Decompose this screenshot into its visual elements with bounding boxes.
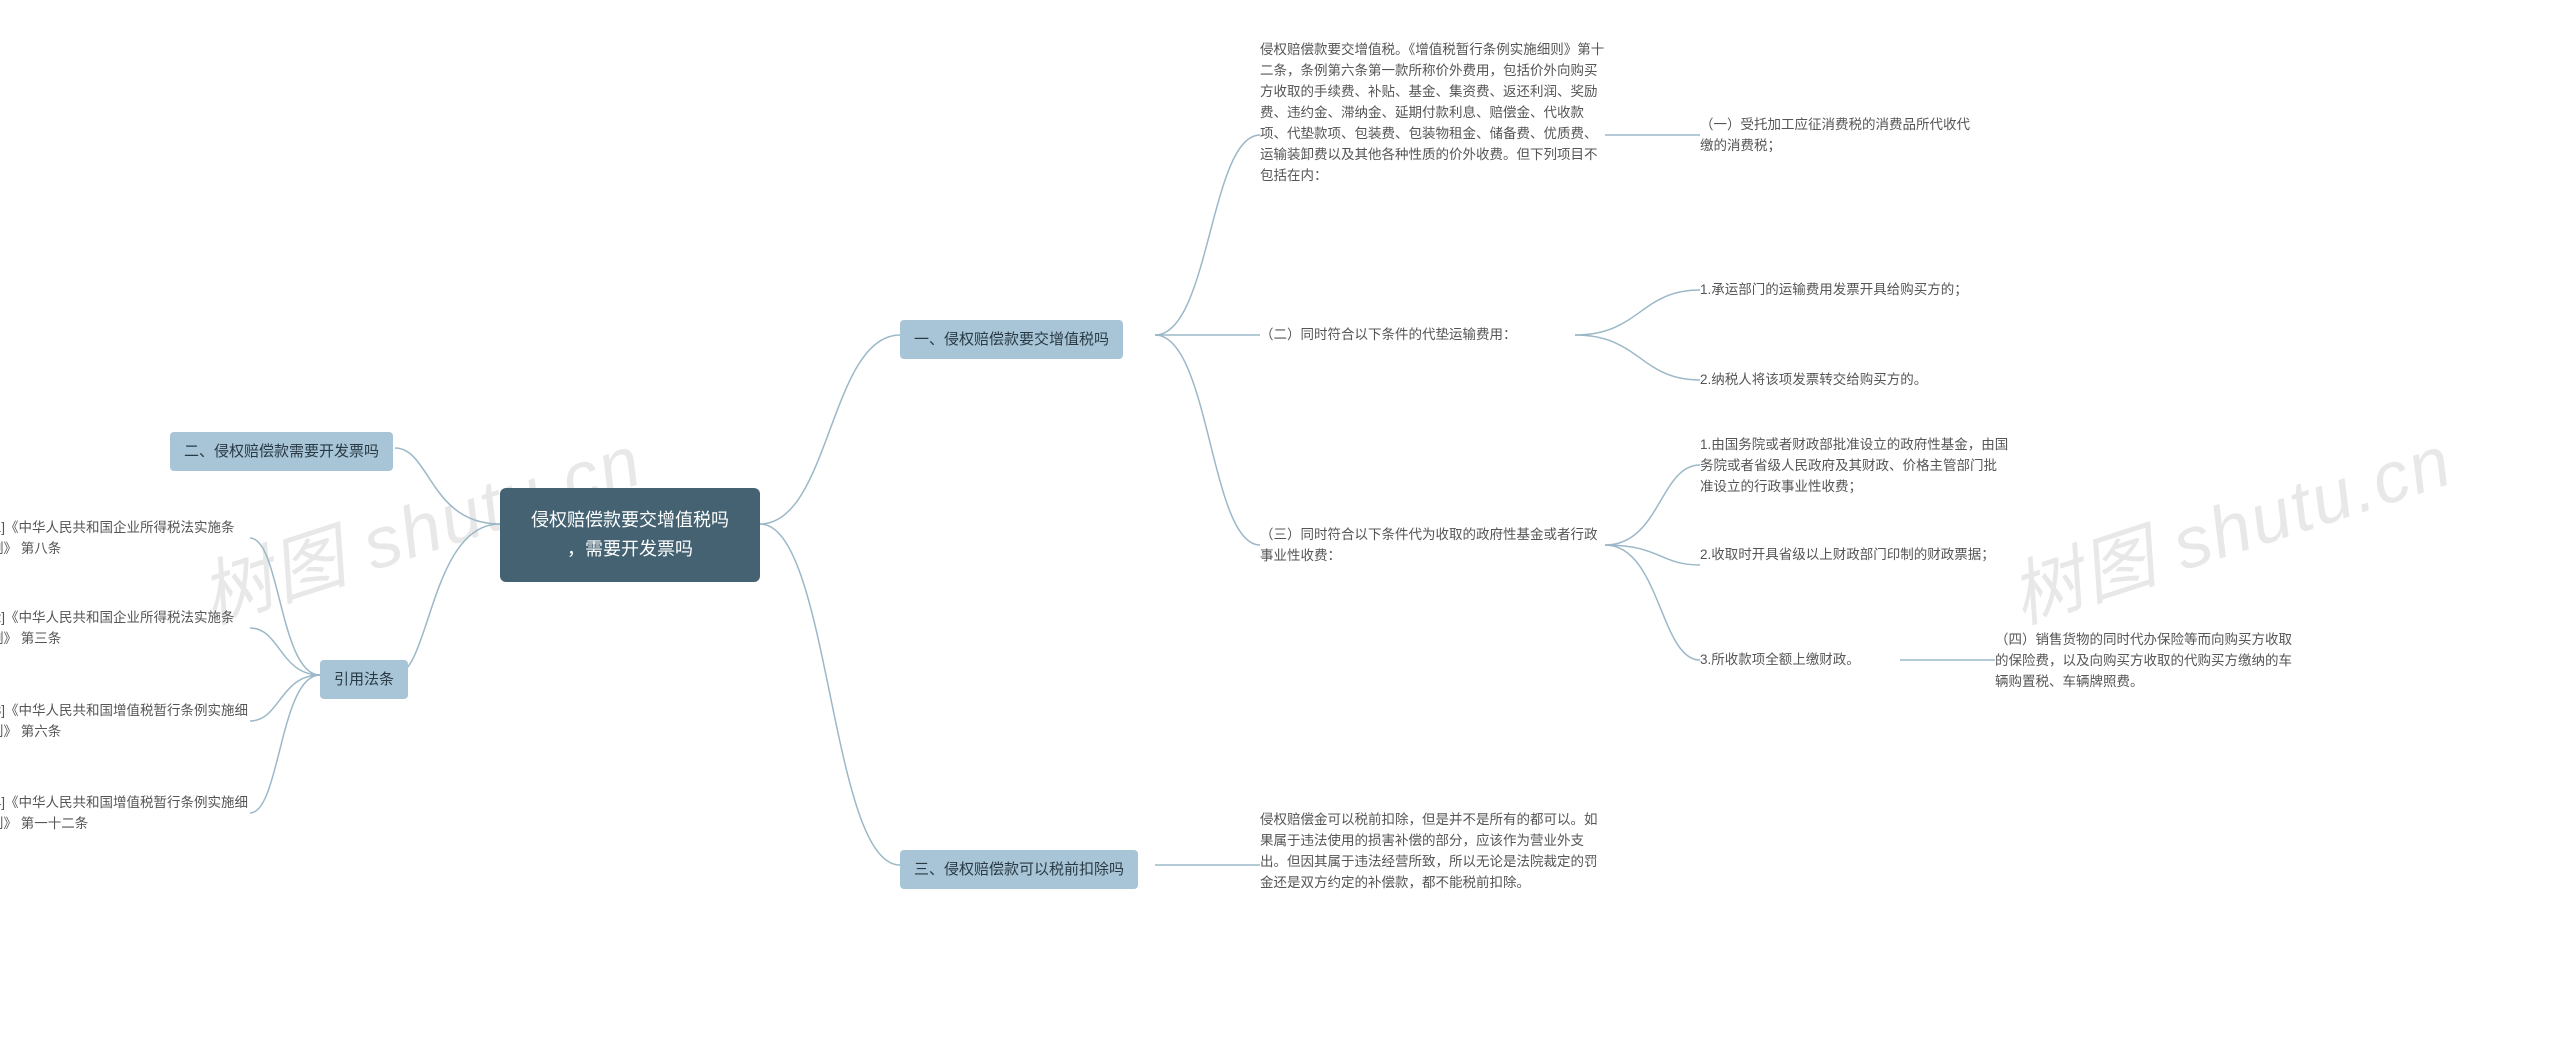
branch1-node-b-2: 2.纳税人将该项发票转交给购买方的。 [1700,370,1927,391]
branch1-node-c-3-1: （四）销售货物的同时代办保险等而向购买方收取的保险费，以及向购买方收取的代购买方… [1995,630,2295,693]
branch1-node-c-3: 3.所收款项全额上缴财政。 [1700,650,1860,671]
refs-branch: 引用法条 [320,660,408,699]
branch1-node-a: 侵权赔偿款要交增值税。《增值税暂行条例实施细则》第十二条，条例第六条第一款所称价… [1260,40,1610,186]
watermark-right: 树图 shutu.cn [1995,402,2463,643]
branch-2: 二、侵权赔偿款需要开发票吗 [170,432,393,471]
center-node: 侵权赔偿款要交增值税吗 ，需要开发票吗 [500,488,760,582]
branch1-node-c: （三）同时符合以下条件代为收取的政府性基金或者行政事业性收费： [1260,525,1610,567]
refs-item-3: [4]《中华人民共和国增值税暂行条例实施细则》 第一十二条 [0,793,250,835]
refs-item-0: [1]《中华人民共和国企业所得税法实施条例》 第八条 [0,518,250,560]
branch1-node-b-1: 1.承运部门的运输费用发票开具给购买方的； [1700,280,1968,301]
branch3-text: 侵权赔偿金可以税前扣除，但是并不是所有的都可以。如果属于违法使用的损害补偿的部分… [1260,810,1610,894]
branch1-node-c-2: 2.收取时开具省级以上财政部门印制的财政票据； [1700,545,1995,566]
branch-3: 三、侵权赔偿款可以税前扣除吗 [900,850,1138,889]
center-line2: ，需要开发票吗 [522,535,738,564]
branch1-node-a-1: （一）受托加工应征消费税的消费品所代收代缴的消费税； [1700,115,1980,157]
branch-1: 一、侵权赔偿款要交增值税吗 [900,320,1123,359]
refs-item-2: [3]《中华人民共和国增值税暂行条例实施细则》 第六条 [0,701,250,743]
refs-item-1: [2]《中华人民共和国企业所得税法实施条例》 第三条 [0,608,250,650]
center-line1: 侵权赔偿款要交增值税吗 [522,506,738,535]
branch1-node-b: （二）同时符合以下条件的代垫运输费用： [1260,325,1517,346]
branch1-node-c-1: 1.由国务院或者财政部批准设立的政府性基金，由国务院或者省级人民政府及其财政、价… [1700,435,2010,498]
